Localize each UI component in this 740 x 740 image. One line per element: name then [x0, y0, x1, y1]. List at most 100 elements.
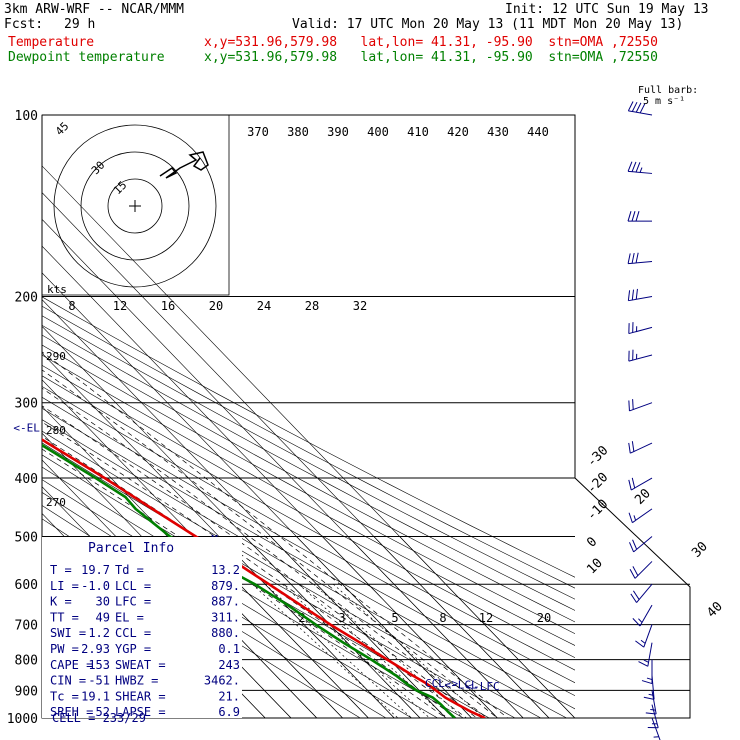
- dry-adiabat: [42, 430, 542, 718]
- parcel-value: 6.9: [218, 705, 240, 719]
- hodograph-ring: [107, 178, 163, 234]
- parcel-label: CAPE =: [50, 658, 93, 672]
- parcel-label: LI =: [50, 579, 79, 593]
- dry-adiabat: [42, 386, 575, 684]
- dry-adiabat: [42, 364, 575, 659]
- wind-barb-flag: [641, 680, 653, 685]
- speed-tick-label: 8: [68, 299, 75, 313]
- adiabat-label: 270: [46, 496, 66, 509]
- isotherm-line: [42, 165, 575, 718]
- wind-barb-flag: [632, 618, 641, 627]
- wind-barb-flag: [635, 102, 642, 113]
- parcel-label: K =: [50, 595, 72, 609]
- wind-barb-flag: [631, 161, 637, 172]
- parcel-label: Tc =: [50, 689, 79, 703]
- profile-annotation: CCL->: [425, 677, 458, 690]
- wind-barb-flag: [629, 542, 635, 553]
- isotherm-line: [42, 406, 343, 718]
- pressure-tick-label: 400: [15, 472, 38, 487]
- wind-barb-flag: [631, 441, 635, 452]
- theta-label: 420: [447, 125, 469, 139]
- wind-barb-flag: [635, 162, 641, 173]
- wind-barb-staff: [628, 296, 653, 302]
- wind-barb-flag: [627, 211, 632, 222]
- wind-barb-flag: [629, 568, 636, 579]
- parcel-info-panel: Parcel Info CELL = 233/29 T = 19.7 Td = 13.…: [42, 537, 242, 725]
- wind-barb: [641, 659, 653, 685]
- speed-tick-label: 24: [257, 299, 271, 313]
- wind-barb: [632, 604, 653, 627]
- parcel-value: 52: [96, 705, 110, 719]
- pressure-tick-label: 900: [15, 684, 38, 699]
- parcel-label: SWI =: [50, 626, 86, 640]
- wind-barb-flag: [628, 442, 631, 454]
- theta-label: 390: [327, 125, 349, 139]
- dewpoint-legend: Dewpoint temperature: [8, 50, 165, 65]
- isotherm-label: 0: [584, 534, 600, 550]
- speed-tick-label: 12: [113, 299, 127, 313]
- pressure-tick-label: 1000: [7, 712, 38, 727]
- forecast-label: Fcst:: [4, 17, 44, 32]
- dry-adiabat: [42, 396, 575, 697]
- speed-tick-label: 28: [305, 299, 319, 313]
- wind-barb-flag: [633, 515, 637, 521]
- speed-tick-label: 32: [353, 299, 367, 313]
- dry-adiabat: [42, 334, 575, 623]
- parcel-value: 13.2: [211, 563, 240, 577]
- parcel-value: 879.: [211, 579, 240, 593]
- wind-scale-value: 5 m s⁻¹: [643, 96, 685, 107]
- wind-barb: [635, 624, 653, 648]
- wind-barb: [627, 161, 653, 174]
- isotherm-line: [42, 299, 447, 718]
- wind-barb-staff: [634, 561, 653, 579]
- dry-adiabat: [42, 315, 575, 600]
- parcel-value: 19.7: [81, 563, 110, 577]
- wind-barb: [628, 399, 653, 412]
- hodograph-ring-label: 45: [53, 120, 72, 139]
- hodograph-unit: kts: [47, 283, 67, 296]
- wind-barb-flag: [628, 400, 630, 411]
- wind-barb-flag: [631, 101, 638, 112]
- parcel-label: SHEAR =: [115, 689, 166, 703]
- wind-barb: [628, 322, 653, 335]
- hodograph-box: [41, 114, 230, 296]
- parcel-label: SWEAT =: [115, 658, 166, 672]
- temperature-profile: [42, 438, 486, 718]
- wind-barb-flag: [635, 288, 638, 300]
- mixing-ratio-label: 20: [537, 611, 551, 625]
- hodograph-trace: [159, 151, 209, 179]
- theta-label: 380: [287, 125, 309, 139]
- hodograph-ring-label: 15: [111, 179, 130, 198]
- pressure-tick-label: 600: [15, 578, 38, 593]
- wind-barb: [628, 508, 653, 524]
- temperature-legend: Temperature: [8, 35, 95, 50]
- adiabat-label: 280: [46, 424, 66, 437]
- isotherm-label: 10: [584, 556, 606, 578]
- parcel-label: CCL =: [115, 626, 151, 640]
- wind-barb-flag: [640, 639, 646, 644]
- moist-adiabat: [42, 369, 498, 718]
- mixing-ratio-label: 5: [391, 611, 398, 625]
- wind-barb-flag: [630, 593, 637, 603]
- wind-barb-flag: [643, 696, 655, 700]
- wind-barb: [627, 288, 653, 302]
- dry-adiabat: [42, 354, 575, 646]
- parcel-value: 887.: [211, 595, 240, 609]
- parcel-value: -1.0: [81, 579, 110, 593]
- isotherm-label: -20: [584, 470, 611, 497]
- parcel-label: HWBZ =: [115, 674, 158, 688]
- wind-barb-flag: [631, 252, 635, 264]
- isotherm-label: 30: [689, 539, 711, 561]
- theta-label: 370: [247, 125, 269, 139]
- valid-time: Valid: 17 UTC Mon 20 May 13 (11 MDT Mon …: [292, 17, 684, 32]
- dry-adiabat: [42, 305, 575, 589]
- parcel-value: 311.: [211, 610, 240, 624]
- pressure-tick-label: 700: [15, 619, 38, 634]
- wind-barb: [629, 561, 653, 579]
- mixing-ratio-label: 8: [439, 611, 446, 625]
- pressure-tick-label: 800: [15, 654, 38, 669]
- parcel-label: Td =: [115, 563, 144, 577]
- parcel-label: LAPSE =: [115, 705, 166, 719]
- theta-label: 440: [527, 125, 549, 139]
- wind-barb-flag: [635, 252, 639, 264]
